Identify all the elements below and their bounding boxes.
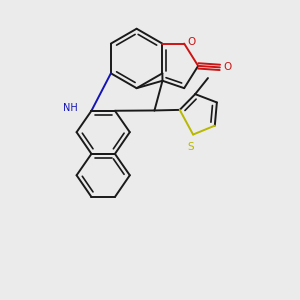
Text: O: O	[188, 37, 196, 47]
Text: S: S	[188, 142, 194, 152]
Text: O: O	[224, 62, 232, 72]
Text: NH: NH	[63, 103, 78, 113]
